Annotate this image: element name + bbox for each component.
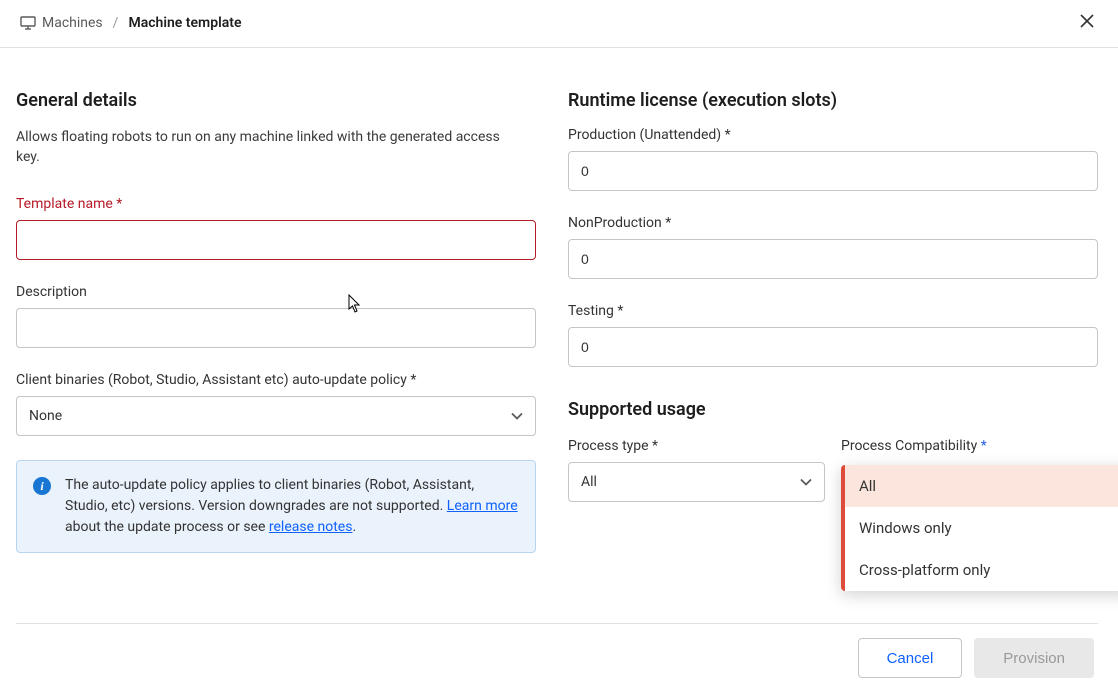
- breadcrumb-current: Machine template: [128, 15, 241, 31]
- general-details-title: General details: [16, 90, 536, 111]
- release-notes-link[interactable]: release notes: [269, 519, 353, 535]
- process-type-group: Process type * All: [568, 438, 825, 502]
- update-policy-group: Client binaries (Robot, Studio, Assistan…: [16, 372, 536, 436]
- left-column: General details Allows floating robots t…: [16, 90, 536, 553]
- production-label: Production (Unattended) *: [568, 127, 1098, 143]
- process-type-value: All: [581, 474, 597, 490]
- cancel-button[interactable]: Cancel: [858, 638, 963, 678]
- template-name-input[interactable]: [16, 220, 536, 260]
- info-icon: i: [33, 477, 51, 495]
- breadcrumb: Machines / Machine template: [20, 15, 241, 31]
- chevron-down-icon: [511, 412, 523, 420]
- footer: Cancel Provision: [16, 623, 1098, 694]
- provision-button[interactable]: Provision: [974, 638, 1094, 678]
- info-text: The auto-update policy applies to client…: [65, 475, 519, 538]
- process-type-label: Process type *: [568, 438, 825, 454]
- right-column: Runtime license (execution slots) Produc…: [568, 90, 1098, 553]
- close-button[interactable]: [1072, 8, 1102, 37]
- chevron-down-icon: [800, 478, 812, 486]
- update-policy-select[interactable]: None: [16, 396, 536, 436]
- update-policy-value: None: [29, 408, 62, 424]
- nonproduction-input[interactable]: [568, 239, 1098, 279]
- template-name-label: Template name *: [16, 196, 536, 212]
- production-input[interactable]: [568, 151, 1098, 191]
- dropdown-option-crossplatform[interactable]: Cross-platform only: [845, 549, 1118, 591]
- header: Machines / Machine template: [0, 0, 1118, 48]
- nonproduction-label: NonProduction *: [568, 215, 1098, 231]
- description-input[interactable]: [16, 308, 536, 348]
- breadcrumb-parent-link[interactable]: Machines: [20, 15, 103, 31]
- info-box: i The auto-update policy applies to clie…: [16, 460, 536, 553]
- nonproduction-group: NonProduction *: [568, 215, 1098, 279]
- process-type-select[interactable]: All: [568, 462, 825, 502]
- supported-usage-title: Supported usage: [568, 399, 1098, 420]
- process-compat-group: Process Compatibility * All Windows only…: [841, 438, 1098, 502]
- template-name-group: Template name *: [16, 196, 536, 260]
- learn-more-link[interactable]: Learn more: [447, 498, 518, 514]
- description-group: Description: [16, 284, 536, 348]
- breadcrumb-separator: /: [113, 15, 119, 31]
- monitor-icon: [20, 16, 36, 30]
- general-details-description: Allows floating robots to run on any mac…: [16, 127, 526, 168]
- testing-input[interactable]: [568, 327, 1098, 367]
- breadcrumb-parent-label: Machines: [42, 15, 103, 31]
- production-group: Production (Unattended) *: [568, 127, 1098, 191]
- runtime-license-title: Runtime license (execution slots): [568, 90, 1098, 111]
- update-policy-label: Client binaries (Robot, Studio, Assistan…: [16, 372, 536, 388]
- close-icon: [1080, 14, 1094, 28]
- testing-label: Testing *: [568, 303, 1098, 319]
- supported-usage-row: Process type * All Process Compatibility…: [568, 438, 1098, 502]
- content: General details Allows floating robots t…: [0, 48, 1118, 553]
- process-compat-dropdown: All Windows only Cross-platform only: [841, 465, 1118, 591]
- testing-group: Testing *: [568, 303, 1098, 367]
- process-compat-label: Process Compatibility *: [841, 438, 1098, 454]
- description-label: Description: [16, 284, 536, 300]
- dropdown-option-all[interactable]: All: [845, 465, 1118, 507]
- dropdown-option-windows[interactable]: Windows only: [845, 507, 1118, 549]
